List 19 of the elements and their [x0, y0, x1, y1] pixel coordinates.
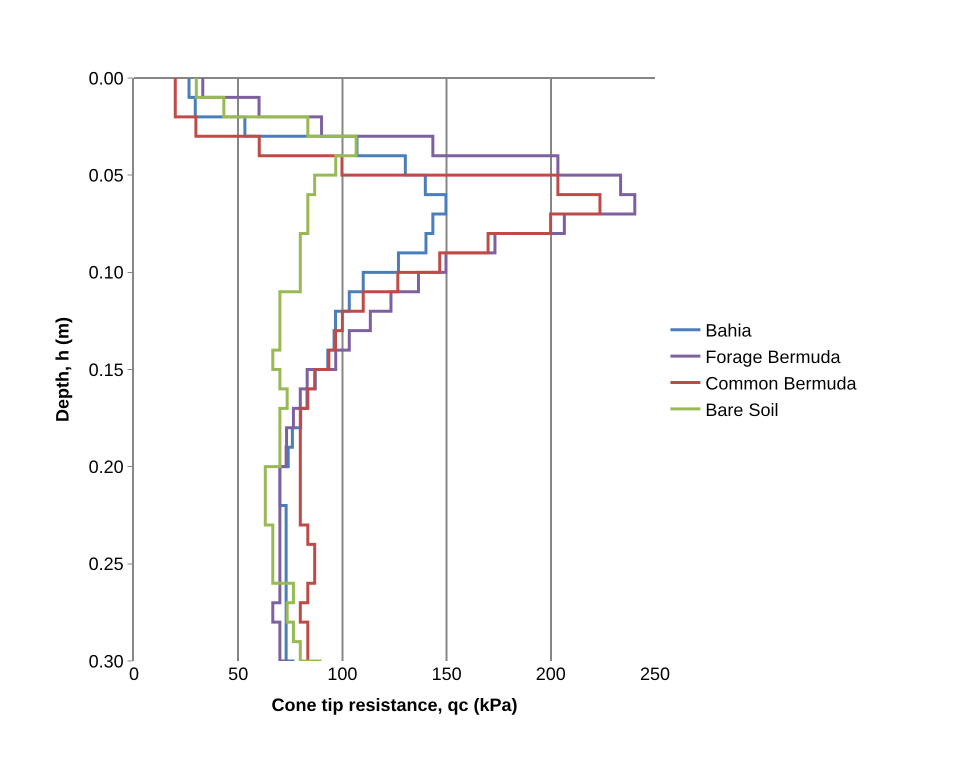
legend-label: Forage Bermuda — [705, 347, 842, 368]
y-tick-label: 0.15 — [88, 360, 124, 380]
x-tick-label: 100 — [327, 664, 358, 684]
x-tick-label: 150 — [432, 664, 462, 684]
y-tick-label: 0.00 — [88, 68, 124, 88]
legend-label: Common Bermuda — [705, 374, 858, 394]
x-tick-label: 250 — [640, 664, 670, 684]
x-axis-title: Cone tip resistance, qc (kPa) — [271, 695, 518, 716]
legend-label: Bare Soil — [705, 400, 778, 420]
legend-label: Bahia — [705, 320, 752, 341]
y-tick-label: 0.25 — [88, 554, 124, 574]
y-tick-label: 0.05 — [88, 165, 124, 186]
y-tick-label: 0.10 — [88, 262, 124, 283]
y-axis-title: Depth, h (m) — [52, 317, 72, 422]
x-tick-label: 50 — [228, 664, 248, 684]
y-tick-label: 0.20 — [88, 456, 124, 477]
x-tick-label: 200 — [536, 664, 566, 684]
y-tick-label: 0.30 — [88, 651, 124, 672]
x-tick-label: 0 — [128, 664, 140, 684]
